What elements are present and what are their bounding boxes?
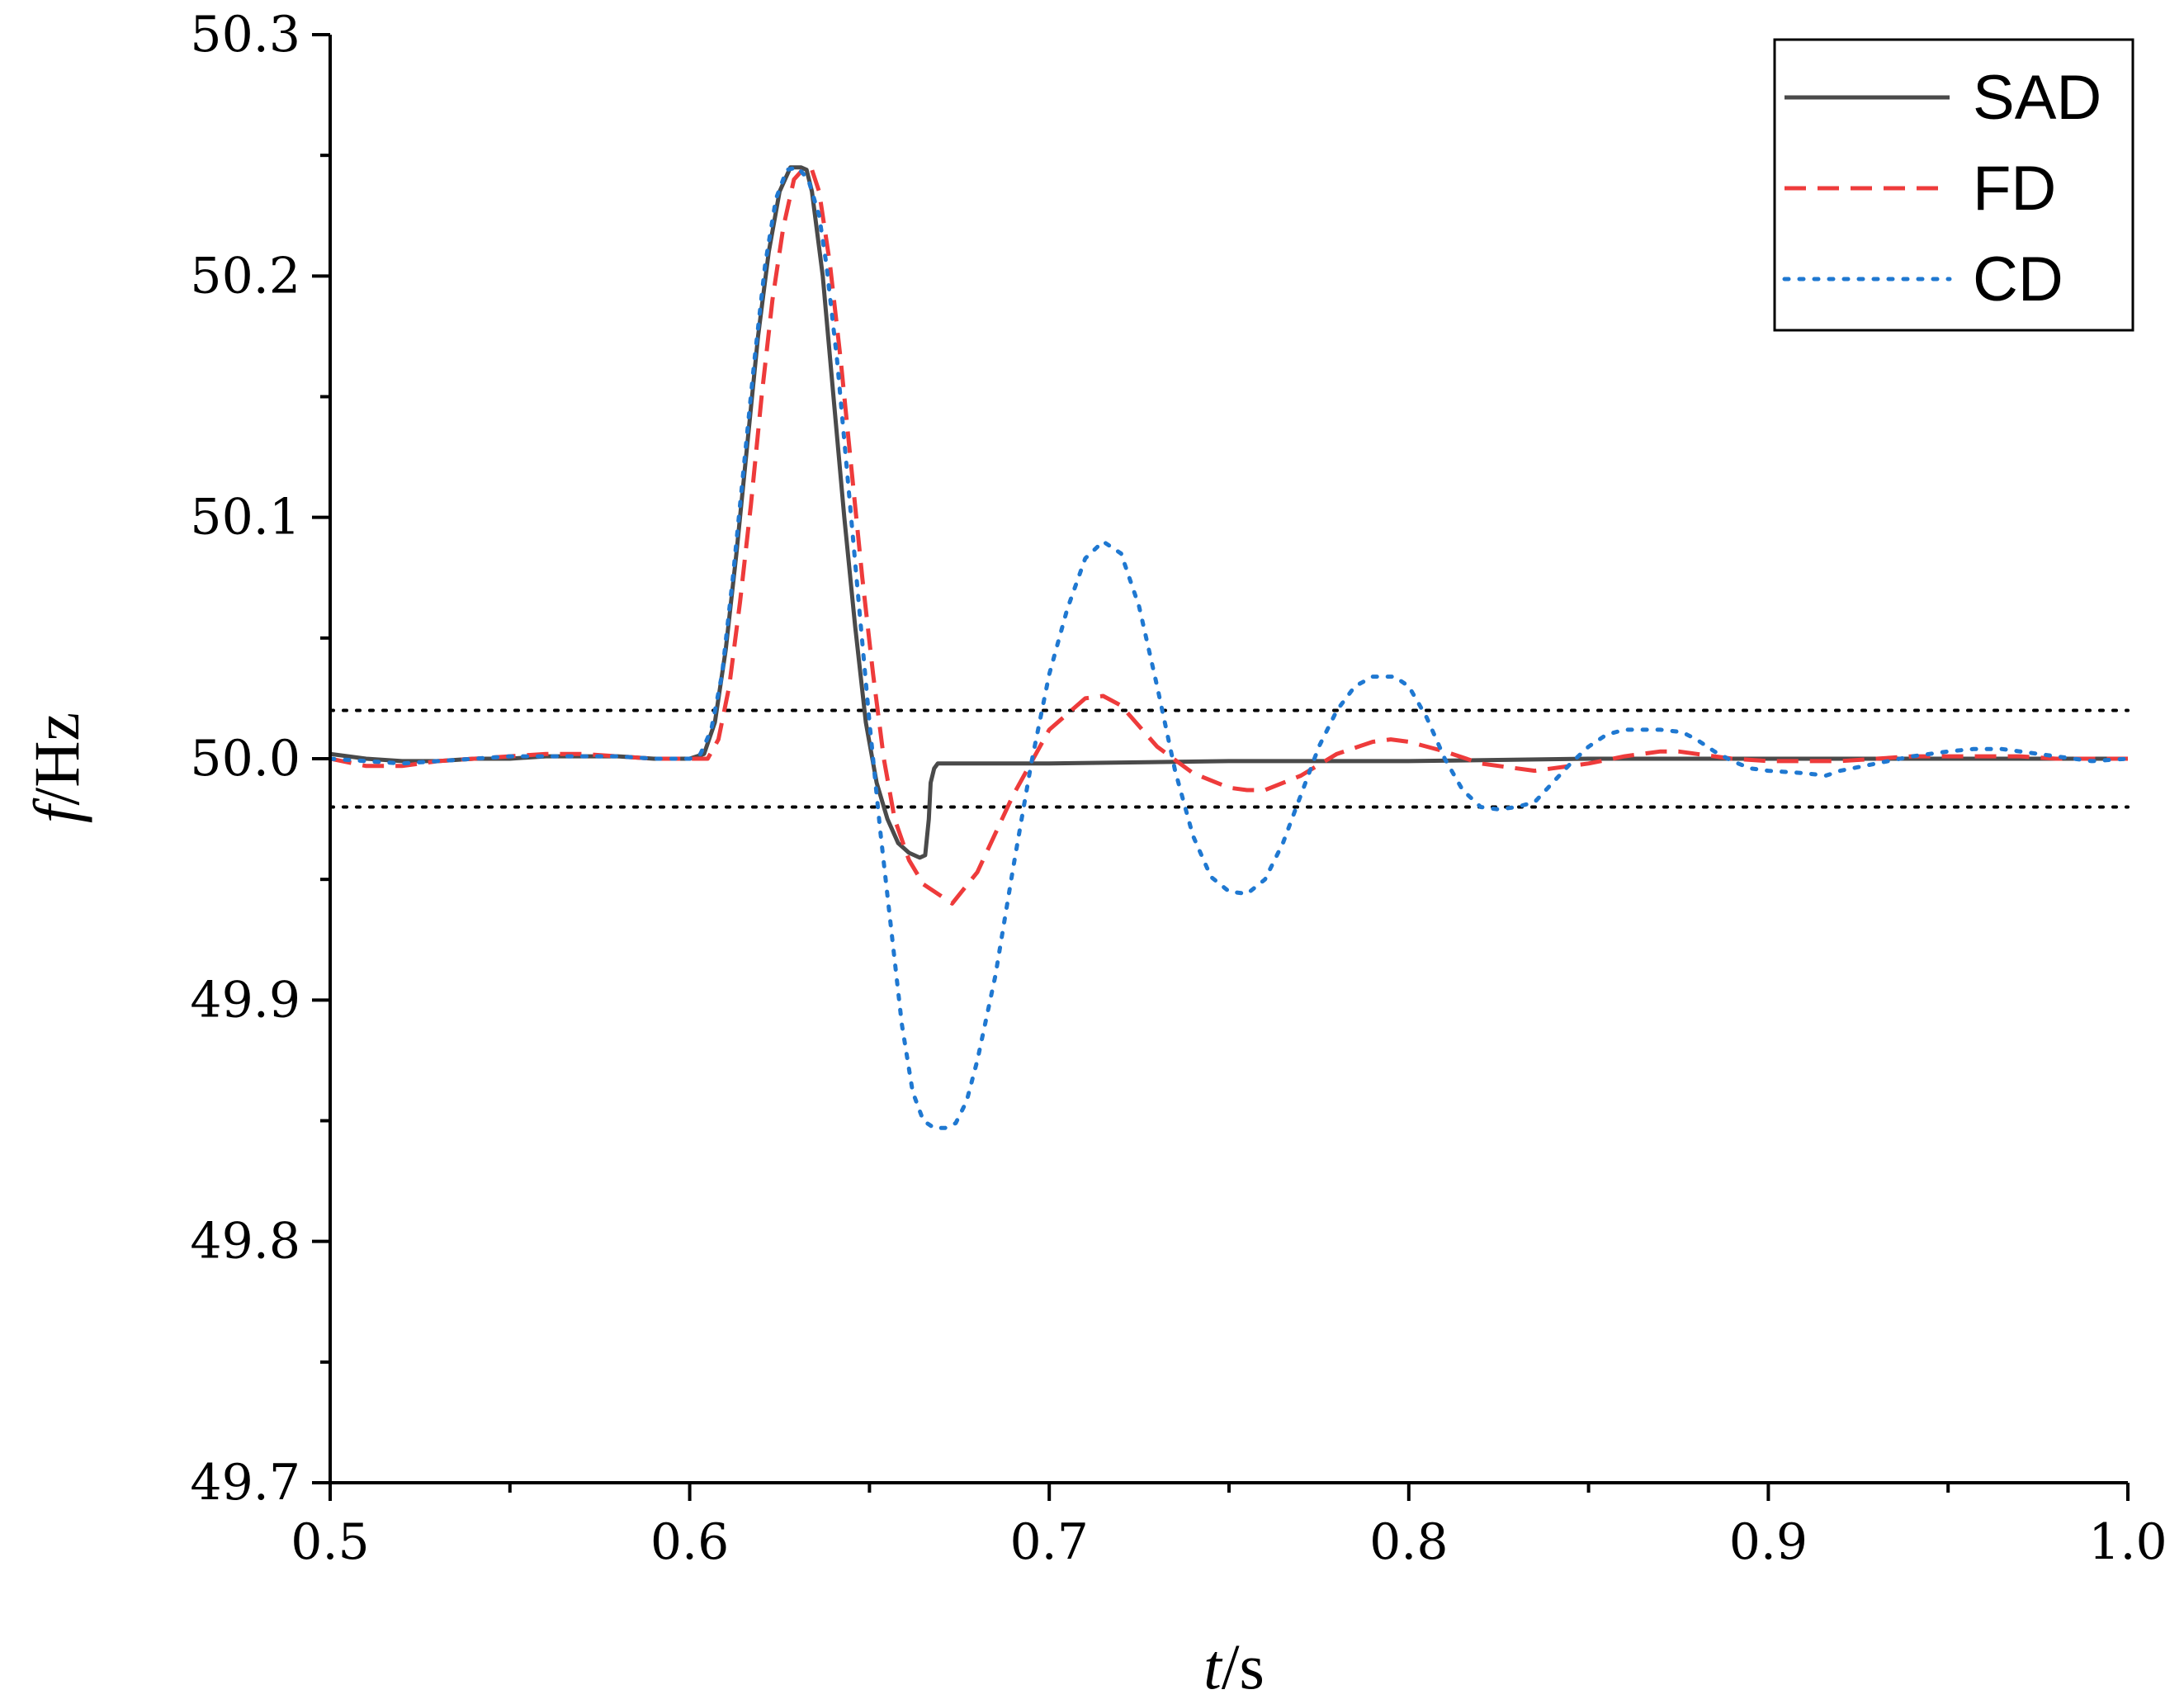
x-tick-label: 1.0 [2088,1513,2167,1571]
y-tick-label: 50.3 [190,6,300,64]
y-tick-label: 50.1 [190,489,300,547]
y-tick-label: 49.7 [190,1454,300,1512]
x-axis-title: t/s [1203,1631,1265,1702]
legend-label-cd: CD [1973,244,2063,315]
y-axis-title: f/Hz [21,712,92,823]
legend-label-fd: FD [1973,154,2056,224]
y-tick-label: 49.8 [190,1213,300,1271]
tick-marks [312,33,2130,1501]
series-fd-line [330,165,2128,906]
y-tick-label: 49.9 [190,971,300,1029]
y-tick-label: 50.0 [190,730,300,788]
x-tick-label: 0.9 [1729,1513,1808,1571]
legend-box [1773,38,2134,332]
y-tick-label: 50.2 [190,247,300,305]
series-cd-line [330,165,2128,1130]
x-tick-label: 0.7 [1009,1513,1088,1571]
legend-label-sad: SAD [1973,63,2101,133]
tick-labels: 0.5 0.6 0.7 0.8 0.9 1.0 49.7 49.8 49.9 50.0 50.1 50… [190,6,2167,1571]
reference-lines [329,708,2130,809]
x-tick-label: 0.5 [291,1513,369,1571]
x-tick-label: 0.6 [650,1513,729,1571]
x-tick-label: 0.8 [1369,1513,1448,1571]
series-layer [330,165,2128,1130]
legend: SAD FD CD [1773,38,2134,332]
